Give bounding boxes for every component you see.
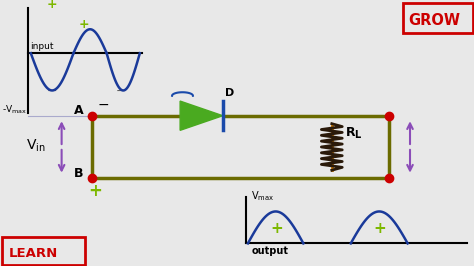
- Text: +: +: [270, 221, 283, 236]
- Polygon shape: [180, 101, 223, 130]
- Text: +: +: [46, 0, 57, 11]
- Text: -V$_{\rm max}$: -V$_{\rm max}$: [2, 103, 27, 116]
- Text: V$_{\rm in}$: V$_{\rm in}$: [26, 138, 46, 154]
- Text: A: A: [73, 104, 83, 117]
- Text: +: +: [78, 18, 89, 31]
- Text: −: −: [46, 84, 57, 97]
- Text: GROW: GROW: [409, 13, 461, 28]
- Text: LEARN: LEARN: [9, 247, 58, 260]
- Text: −: −: [97, 98, 109, 112]
- Text: +: +: [89, 181, 102, 200]
- Text: −: −: [116, 84, 127, 97]
- Text: L: L: [354, 130, 360, 140]
- Text: B: B: [73, 167, 83, 180]
- FancyBboxPatch shape: [403, 3, 473, 33]
- Text: input: input: [30, 42, 54, 51]
- Text: +: +: [374, 221, 386, 236]
- Text: R: R: [346, 126, 356, 139]
- Text: D: D: [225, 88, 235, 98]
- Text: V$_{\rm max}$: V$_{\rm max}$: [251, 189, 274, 203]
- FancyBboxPatch shape: [2, 237, 85, 265]
- Text: output: output: [251, 246, 288, 256]
